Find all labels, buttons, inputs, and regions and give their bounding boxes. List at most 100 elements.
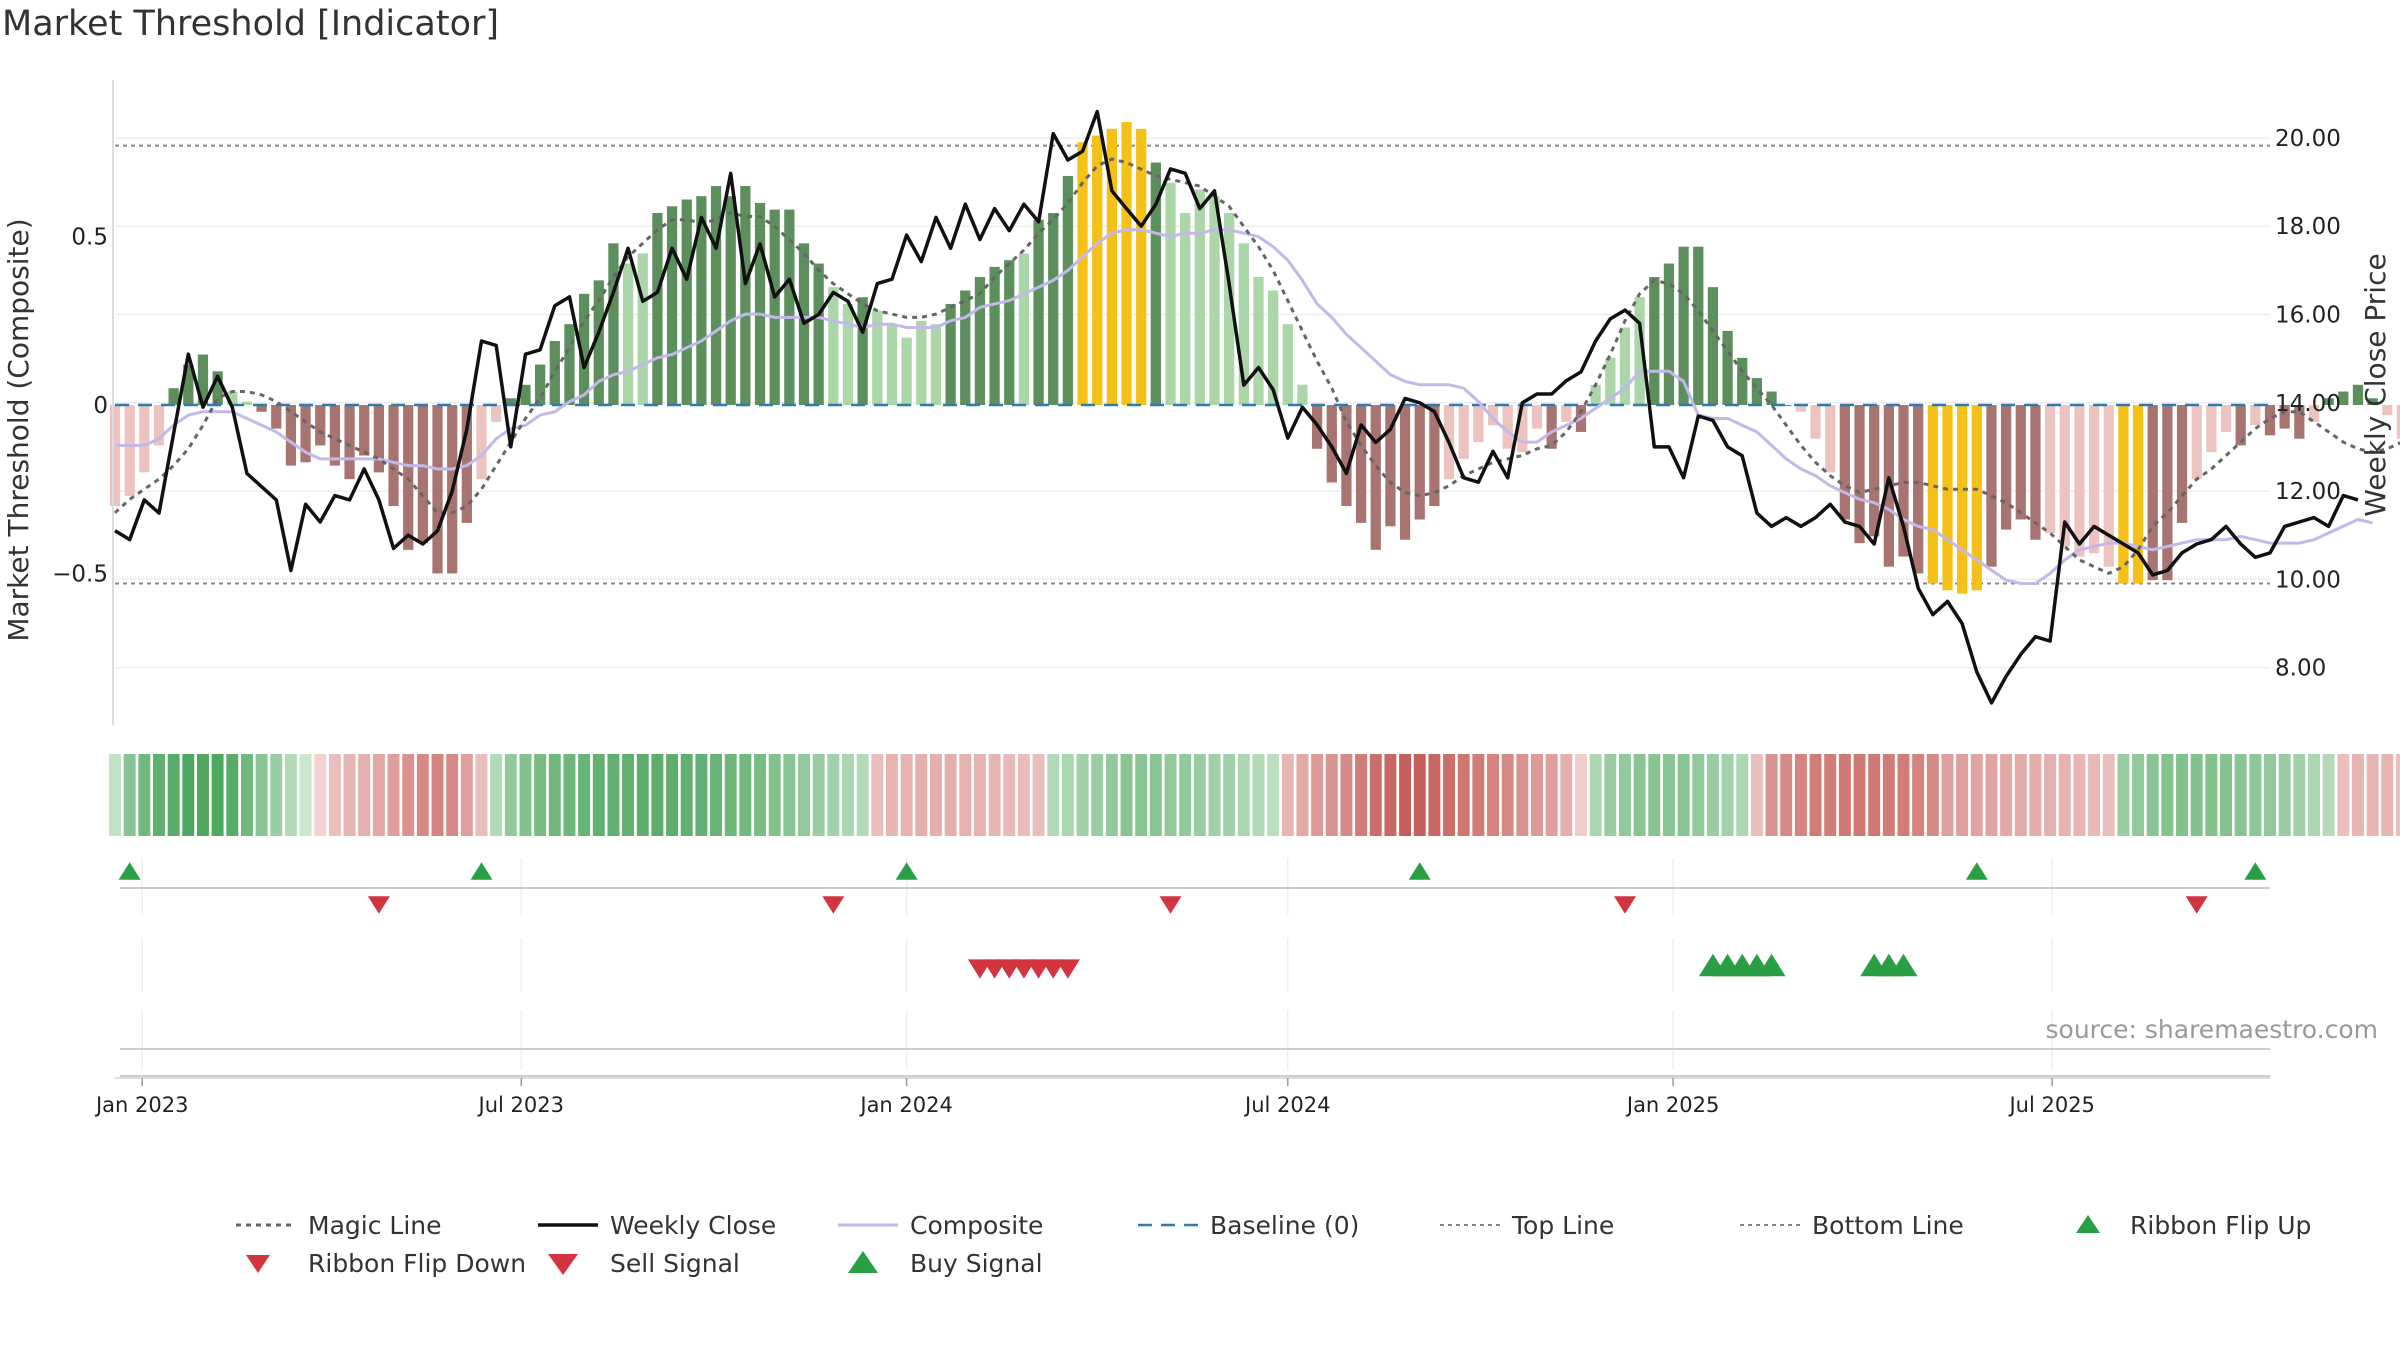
ribbon-segment bbox=[1926, 754, 1939, 836]
composite-bar bbox=[1209, 196, 1220, 405]
composite-bar bbox=[1561, 405, 1572, 422]
ribbon-segment bbox=[1838, 754, 1851, 836]
composite-bar bbox=[1487, 405, 1499, 426]
ribbon-segment bbox=[695, 754, 708, 836]
ribbon-segment bbox=[1677, 754, 1690, 836]
ribbon-segment bbox=[1970, 754, 1983, 836]
ribbon-segment bbox=[2029, 754, 2042, 836]
chart-title: Market Threshold [Indicator] bbox=[2, 4, 500, 44]
ribbon-segment bbox=[1897, 754, 1910, 836]
ribbon-segment bbox=[1501, 754, 1514, 836]
composite-bar bbox=[2279, 405, 2290, 429]
composite-bar bbox=[1121, 122, 1132, 405]
composite-bar bbox=[740, 186, 751, 405]
ribbon-segment bbox=[255, 754, 268, 836]
composite-bar bbox=[622, 263, 634, 405]
ribbon-segment bbox=[2337, 754, 2350, 836]
ribbon-segment bbox=[1721, 754, 1734, 836]
composite-bar bbox=[1033, 219, 1044, 405]
ribbon-segment bbox=[886, 754, 898, 836]
composite-bar bbox=[1165, 182, 1176, 405]
composite-bar bbox=[1238, 243, 1249, 405]
composite-bar bbox=[2000, 405, 2012, 530]
composite-bar bbox=[2074, 405, 2085, 557]
composite-bar bbox=[1722, 330, 1733, 405]
ribbon-segment bbox=[754, 754, 767, 836]
composite-bar bbox=[505, 398, 516, 405]
ribbon-segment bbox=[783, 754, 796, 836]
composite-bar bbox=[608, 243, 619, 405]
ribbon-segment bbox=[1443, 754, 1456, 836]
ribbon-segment bbox=[1575, 754, 1587, 836]
composite-bar bbox=[710, 186, 722, 405]
legend-label: Sell Signal bbox=[610, 1249, 740, 1278]
legend-label: Baseline (0) bbox=[1210, 1211, 1359, 1240]
ribbon-segment bbox=[724, 754, 737, 836]
ribbon-segment bbox=[1824, 754, 1837, 836]
composite-bar bbox=[1180, 213, 1191, 405]
ribbon-segment bbox=[2073, 754, 2086, 836]
legend-label: Ribbon Flip Down bbox=[308, 1249, 526, 1278]
composite-bar bbox=[1898, 405, 1909, 557]
composite-bar bbox=[344, 405, 355, 480]
composite-bar bbox=[872, 310, 883, 405]
ribbon-segment bbox=[1428, 754, 1441, 836]
ribbon-segment bbox=[460, 754, 473, 836]
source-note: source: sharemaestro.com bbox=[2046, 1015, 2379, 1044]
ribbon-segment bbox=[387, 754, 400, 836]
buy-signal-marker bbox=[1757, 953, 1786, 977]
composite-bar bbox=[1678, 246, 1689, 405]
ribbon-segment bbox=[1179, 754, 1192, 836]
ribbon-flip-down-marker bbox=[822, 896, 845, 914]
composite-bar bbox=[2030, 405, 2041, 540]
composite-bar bbox=[241, 401, 253, 405]
ribbon-segment bbox=[1193, 754, 1206, 836]
ribbon-segment bbox=[1956, 754, 1969, 836]
x-tick-label: Jan 2024 bbox=[858, 1093, 953, 1117]
composite-bar bbox=[2147, 405, 2158, 581]
ribbon-segment bbox=[929, 754, 942, 836]
composite-bar bbox=[1957, 405, 1968, 594]
ribbon-segment bbox=[1355, 754, 1368, 836]
ribbon-segment bbox=[1882, 754, 1895, 836]
ribbon-segment bbox=[1941, 754, 1954, 836]
composite-bar bbox=[315, 405, 326, 446]
composite-bar bbox=[1429, 405, 1440, 507]
ribbon-segment bbox=[1589, 754, 1602, 836]
ribbon-segment bbox=[842, 754, 854, 836]
composite-bar bbox=[2264, 405, 2276, 436]
legend-label: Magic Line bbox=[308, 1211, 442, 1240]
composite-bar bbox=[593, 280, 604, 405]
ribbon-segment bbox=[416, 754, 429, 836]
ribbon-segment bbox=[680, 754, 693, 836]
series-lines bbox=[113, 109, 2400, 705]
ribbon-segment bbox=[1061, 754, 1074, 836]
ribbon-flip-down-marker bbox=[367, 896, 390, 914]
ribbon-segment bbox=[2088, 754, 2101, 836]
composite-bar bbox=[1268, 290, 1279, 405]
left-tick-label: 0.5 bbox=[71, 225, 108, 251]
composite-bar bbox=[886, 324, 898, 405]
legend-label: Buy Signal bbox=[910, 1249, 1043, 1278]
composite-bar bbox=[1502, 405, 1513, 449]
ribbon-segment bbox=[240, 754, 253, 836]
legend-label: Top Line bbox=[1511, 1211, 1614, 1240]
ribbon-segment bbox=[2014, 754, 2027, 836]
composite-bar bbox=[1224, 213, 1235, 405]
ribbon-segment bbox=[1487, 754, 1499, 836]
composite-bar bbox=[212, 371, 223, 405]
composite-bar bbox=[769, 209, 780, 405]
sell-signal-marker bbox=[1055, 959, 1080, 979]
composite-bar bbox=[784, 209, 795, 405]
ribbon-segment bbox=[973, 754, 986, 836]
ribbon-segment bbox=[504, 754, 517, 836]
ribbon-flip-up-marker bbox=[1408, 862, 1431, 880]
composite-bar bbox=[652, 213, 663, 405]
composite-bar bbox=[388, 405, 399, 507]
ribbon-segment bbox=[299, 754, 312, 836]
ribbon-segment bbox=[284, 754, 297, 836]
composite-bar bbox=[1531, 405, 1543, 429]
ribbon-segment bbox=[2322, 754, 2335, 836]
composite-bar bbox=[417, 405, 428, 544]
